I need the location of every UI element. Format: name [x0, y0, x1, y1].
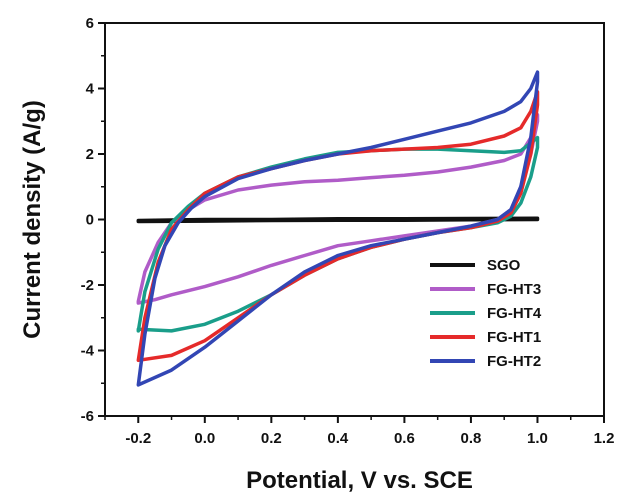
y-tick-label: -2 — [81, 277, 94, 294]
x-tick-label: 1.0 — [527, 430, 548, 447]
y-tick-label: 0 — [86, 212, 94, 229]
series-layer — [136, 70, 540, 387]
x-tick-label: 0.4 — [327, 430, 349, 447]
legend-label: FG-HT1 — [487, 329, 541, 346]
x-axis-title: Potential, V vs. SCE — [246, 467, 473, 494]
y-tick-label: 4 — [86, 81, 95, 98]
legend-label: SGO — [487, 257, 521, 274]
series-line-fg-ht2 — [136, 70, 540, 387]
ticks-layer: -0.2 0.0 0.2 0.4 0.6 0.8 1.0 1.2 -6 -4 -2 0 2 4 6 — [81, 15, 615, 447]
legend-label: FG-HT2 — [487, 353, 541, 370]
series-line-sgo — [136, 216, 540, 224]
x-tick-label: 0.0 — [194, 430, 215, 447]
y-tick-label: 6 — [86, 15, 94, 32]
legend-label: FG-HT3 — [487, 281, 541, 298]
legend-label: FG-HT4 — [487, 305, 542, 322]
legend: SGO FG-HT3 FG-HT4 FG-HT1 FG-HT2 — [430, 257, 542, 370]
x-tick-label: 0.6 — [394, 430, 415, 447]
y-axis-title: Current density (A/g) — [19, 100, 46, 339]
x-tick-label: 1.2 — [594, 430, 615, 447]
x-tick-label: 0.8 — [461, 430, 482, 447]
x-tick-label: 0.2 — [261, 430, 282, 447]
series-line-fg-ht3 — [136, 112, 540, 305]
y-tick-label: -6 — [81, 408, 94, 425]
x-tick-label: -0.2 — [125, 430, 151, 447]
y-tick-label: 2 — [86, 146, 94, 163]
y-tick-label: -4 — [81, 343, 95, 360]
